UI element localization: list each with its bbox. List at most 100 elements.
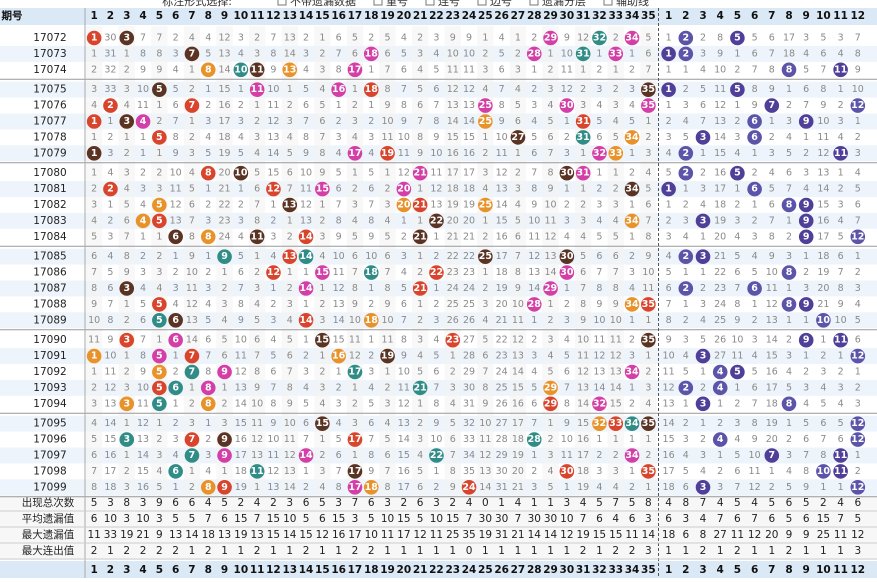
front-ball-number: 25 [479,100,492,111]
miss-value: 12 [749,482,761,493]
miss-value: 3 [254,48,260,59]
miss-value: 11 [642,283,654,294]
back-ball-number: 3 [700,215,707,226]
miss-value: 7 [385,267,391,278]
stat-value: 16 [332,529,346,541]
stat-value: 21 [136,529,149,541]
front-ball [412,229,428,245]
miss-value: 4 [838,398,844,409]
column-shade [542,26,559,494]
front-ball-number: 34 [625,367,639,378]
stat-value: 10 [381,513,394,525]
front-ball [249,229,265,245]
front-ball [380,146,395,161]
stat-value: 1 [221,545,228,557]
front-number-header: 13 [282,10,297,22]
miss-value: 2 [734,200,740,211]
miss-value: 2 [855,132,861,143]
miss-value: 8 [189,231,195,242]
option-label[interactable]: 边号 [490,0,512,8]
back-ball [798,197,814,213]
miss-value: 4 [417,450,423,461]
miss-value: 31 [104,48,116,59]
miss-value: 11 [528,231,540,242]
option-checkbox[interactable] [529,0,539,6]
miss-value: 8 [254,215,260,226]
miss-value: 22 [714,267,726,278]
miss-value: 8 [124,251,130,262]
front-ball [624,297,640,312]
option-label[interactable]: 不带遗漏数据 [290,0,356,8]
miss-value: 3 [683,335,689,346]
option-checkbox[interactable] [277,0,287,6]
option-label[interactable]: 遗漏分层 [542,0,586,8]
front-ball [119,114,135,129]
back-ball-number: 2 [682,283,689,294]
miss-value: 4 [752,351,758,362]
miss-value: 3 [482,299,488,310]
stat-value: 3 [645,545,652,557]
front-ball [217,448,232,463]
stat-value: 6 [319,513,326,525]
miss-value: 1 [156,100,162,111]
front-ball [608,416,624,432]
miss-value: 19 [463,200,475,211]
miss-value: 6 [515,231,521,242]
miss-value: 11 [349,335,361,346]
option-label[interactable]: 连号 [438,0,460,8]
option-label[interactable]: 重号 [386,0,408,8]
miss-value: 2 [596,184,602,195]
miss-value: 9 [666,335,672,346]
miss-value: 3 [596,84,602,95]
miss-value: 1 [769,466,775,477]
miss-value: 2 [803,367,809,378]
miss-value: 2 [629,251,635,262]
stat-label: 出现总次数 [22,496,75,509]
miss-value: 8 [596,283,602,294]
miss-value: 6 [303,418,309,429]
miss-value: 4 [270,251,276,262]
back-ball-number: 11 [834,335,847,346]
miss-value: 9 [417,148,423,159]
front-number-header: 7 [188,564,195,576]
miss-value: 3 [645,148,651,159]
front-number-header: 17 [348,10,363,22]
miss-value: 1 [683,64,689,75]
option-checkbox[interactable] [477,0,487,6]
miss-value: 4 [156,466,162,477]
front-ball [363,313,379,328]
back-ball-number: 12 [851,418,864,429]
column-shade [379,26,396,494]
stat-value: 6 [682,529,689,541]
miss-value: 6 [385,48,391,59]
miss-value: 5 [613,231,619,242]
miss-value: 11 [479,434,491,445]
front-ball-number: 25 [479,251,492,262]
stat-value: 1 [803,545,810,557]
option-label[interactable]: 辅助线 [616,0,649,8]
miss-value: 2 [205,200,211,211]
option-checkbox[interactable] [425,0,435,6]
miss-value: 3 [270,231,276,242]
back-number-header: 3 [699,10,706,22]
option-checkbox[interactable] [603,0,613,6]
column-shade [314,26,331,494]
miss-value: 5 [645,184,651,195]
miss-value: 7 [596,267,602,278]
stat-value: 7 [751,513,758,525]
miss-value: 6 [173,100,179,111]
stat-value: 1 [531,497,538,509]
miss-value: 16 [512,398,524,409]
miss-value: 21 [817,299,829,310]
stat-value: 1 [837,545,844,557]
miss-value: 5 [385,434,391,445]
option-checkbox[interactable] [373,0,383,6]
front-ball [559,265,575,280]
miss-value: 4 [752,251,758,262]
front-ball-number: 30 [560,168,574,179]
stat-value: 15 [267,513,280,525]
front-ball-number: 28 [528,48,542,59]
miss-value: 18 [463,184,475,195]
stat-value: 4 [717,497,724,509]
miss-value: 10 [235,335,247,346]
